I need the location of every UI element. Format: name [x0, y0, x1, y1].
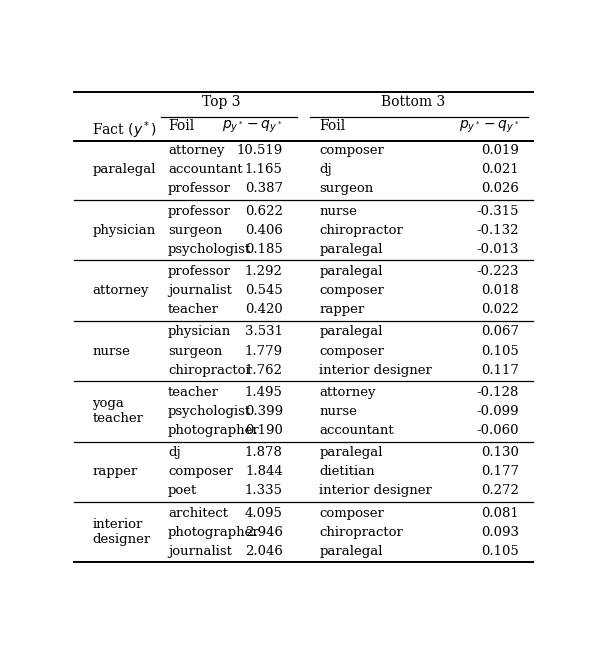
Text: composer: composer [320, 344, 384, 357]
Text: nurse: nurse [320, 205, 358, 218]
Text: 0.190: 0.190 [245, 424, 283, 437]
Text: 0.387: 0.387 [244, 183, 283, 195]
Text: paralegal: paralegal [320, 243, 383, 256]
Text: 0.399: 0.399 [244, 405, 283, 418]
Text: composer: composer [320, 144, 384, 157]
Text: journalist: journalist [168, 284, 232, 297]
Text: accountant: accountant [168, 164, 243, 176]
Text: $p_{y^*} - q_{y^*}$: $p_{y^*} - q_{y^*}$ [459, 119, 519, 136]
Text: Top 3: Top 3 [201, 95, 240, 109]
Text: Foil: Foil [320, 119, 346, 133]
Text: attorney: attorney [92, 284, 149, 297]
Text: 2.046: 2.046 [245, 545, 283, 558]
Text: 0.093: 0.093 [481, 526, 519, 539]
Text: composer: composer [320, 284, 384, 297]
Text: 0.545: 0.545 [245, 284, 283, 297]
Text: 0.185: 0.185 [245, 243, 283, 256]
Text: professor: professor [168, 205, 231, 218]
Text: 0.026: 0.026 [481, 183, 519, 195]
Text: -0.132: -0.132 [477, 224, 519, 237]
Text: interior
designer: interior designer [92, 518, 150, 546]
Text: chiropractor: chiropractor [320, 224, 403, 237]
Text: psychologist: psychologist [168, 405, 251, 418]
Text: 0.022: 0.022 [481, 303, 519, 316]
Text: rapper: rapper [320, 303, 365, 316]
Text: professor: professor [168, 265, 231, 278]
Text: paralegal: paralegal [320, 545, 383, 558]
Text: dj: dj [168, 446, 181, 459]
Text: nurse: nurse [92, 344, 130, 357]
Text: surgeon: surgeon [168, 344, 223, 357]
Text: rapper: rapper [92, 465, 137, 479]
Text: 0.622: 0.622 [245, 205, 283, 218]
Text: 1.779: 1.779 [244, 344, 283, 357]
Text: 0.420: 0.420 [245, 303, 283, 316]
Text: chiropractor: chiropractor [168, 363, 252, 377]
Text: journalist: journalist [168, 545, 232, 558]
Text: photographer: photographer [168, 424, 260, 437]
Text: 0.021: 0.021 [481, 164, 519, 176]
Text: teacher: teacher [168, 303, 219, 316]
Text: Foil: Foil [168, 119, 194, 133]
Text: 0.081: 0.081 [481, 506, 519, 520]
Text: 0.018: 0.018 [481, 284, 519, 297]
Text: chiropractor: chiropractor [320, 526, 403, 539]
Text: Fact $(y^*)$: Fact $(y^*)$ [92, 119, 157, 141]
Text: -0.128: -0.128 [477, 386, 519, 399]
Text: surgeon: surgeon [320, 183, 374, 195]
Text: -0.315: -0.315 [477, 205, 519, 218]
Text: -0.099: -0.099 [477, 405, 519, 418]
Text: 1.165: 1.165 [245, 164, 283, 176]
Text: physician: physician [92, 224, 156, 237]
Text: 1.878: 1.878 [245, 446, 283, 459]
Text: professor: professor [168, 183, 231, 195]
Text: paralegal: paralegal [320, 265, 383, 278]
Text: -0.060: -0.060 [477, 424, 519, 437]
Text: 4.095: 4.095 [245, 506, 283, 520]
Text: 0.067: 0.067 [481, 326, 519, 338]
Text: 0.406: 0.406 [245, 224, 283, 237]
Text: poet: poet [168, 485, 197, 497]
Text: 0.130: 0.130 [481, 446, 519, 459]
Text: 1.495: 1.495 [245, 386, 283, 399]
Text: nurse: nurse [320, 405, 358, 418]
Text: dj: dj [320, 164, 332, 176]
Text: dietitian: dietitian [320, 465, 375, 479]
Text: attorney: attorney [320, 386, 376, 399]
Text: composer: composer [320, 506, 384, 520]
Text: 1.335: 1.335 [244, 485, 283, 497]
Text: attorney: attorney [168, 144, 224, 157]
Text: 1.292: 1.292 [245, 265, 283, 278]
Text: psychologist: psychologist [168, 243, 251, 256]
Text: photographer: photographer [168, 526, 260, 539]
Text: Bottom 3: Bottom 3 [381, 95, 446, 109]
Text: 0.177: 0.177 [481, 465, 519, 479]
Text: 0.117: 0.117 [481, 363, 519, 377]
Text: teacher: teacher [168, 386, 219, 399]
Text: $p_{y^*} - q_{y^*}$: $p_{y^*} - q_{y^*}$ [223, 119, 283, 136]
Text: yoga
teacher: yoga teacher [92, 397, 143, 426]
Text: 2.946: 2.946 [244, 526, 283, 539]
Text: accountant: accountant [320, 424, 394, 437]
Text: physician: physician [168, 326, 231, 338]
Text: paralegal: paralegal [320, 326, 383, 338]
Text: composer: composer [168, 465, 233, 479]
Text: paralegal: paralegal [92, 164, 156, 176]
Text: architect: architect [168, 506, 228, 520]
Text: 0.105: 0.105 [481, 545, 519, 558]
Text: 3.531: 3.531 [244, 326, 283, 338]
Text: interior designer: interior designer [320, 363, 432, 377]
Text: surgeon: surgeon [168, 224, 223, 237]
Text: 10.519: 10.519 [237, 144, 283, 157]
Text: paralegal: paralegal [320, 446, 383, 459]
Text: interior designer: interior designer [320, 485, 432, 497]
Text: 0.272: 0.272 [481, 485, 519, 497]
Text: -0.223: -0.223 [477, 265, 519, 278]
Text: 0.105: 0.105 [481, 344, 519, 357]
Text: -0.013: -0.013 [477, 243, 519, 256]
Text: 1.762: 1.762 [244, 363, 283, 377]
Text: 0.019: 0.019 [481, 144, 519, 157]
Text: 1.844: 1.844 [245, 465, 283, 479]
